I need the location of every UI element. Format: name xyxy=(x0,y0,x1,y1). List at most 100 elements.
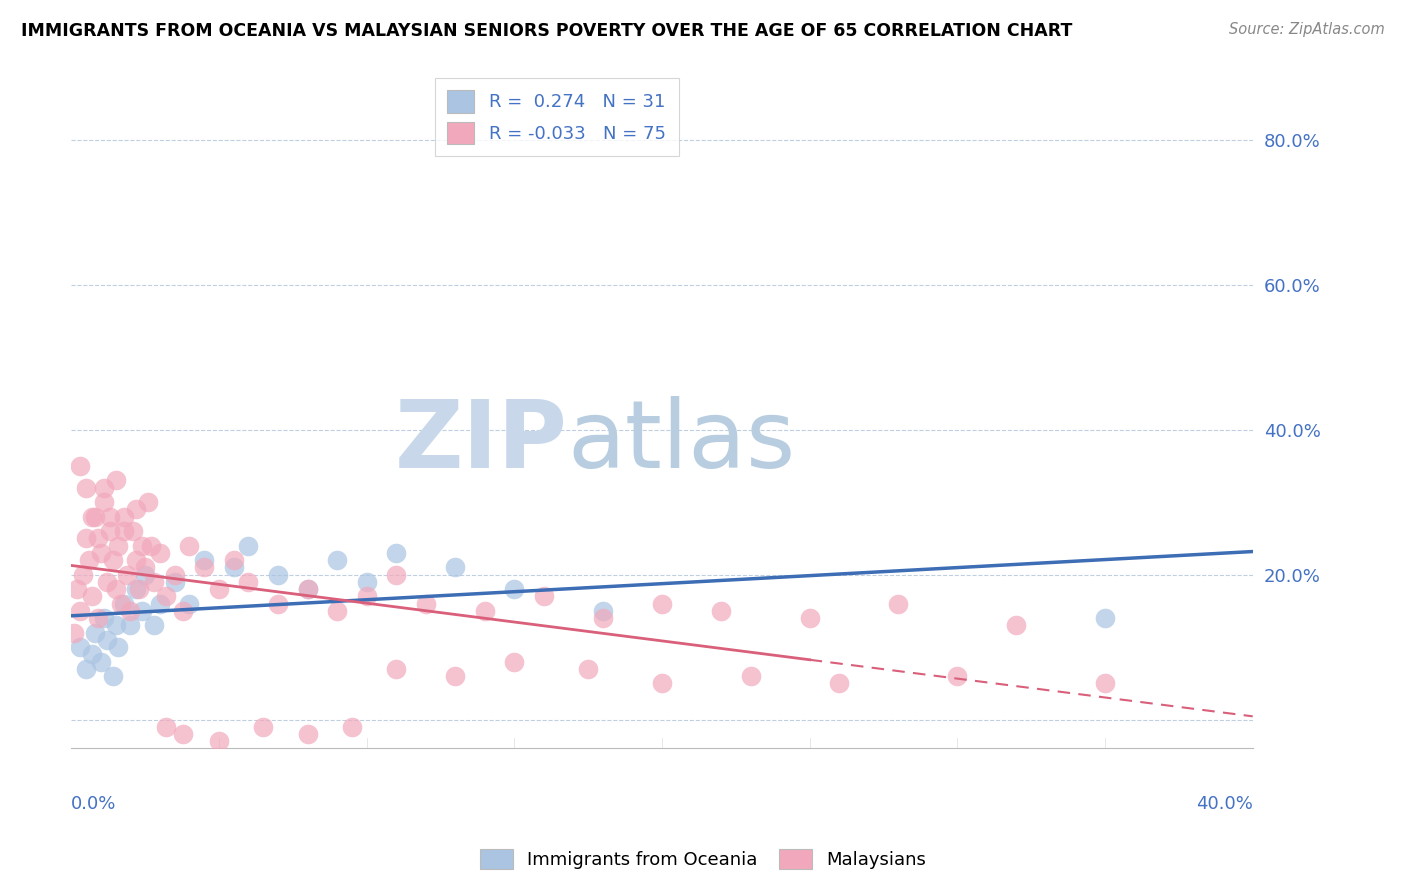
Point xyxy=(297,582,319,596)
Point xyxy=(415,597,437,611)
Point xyxy=(385,546,408,560)
Point xyxy=(356,590,378,604)
Point xyxy=(222,560,245,574)
Point xyxy=(104,618,127,632)
Point xyxy=(112,524,135,539)
Point xyxy=(474,604,496,618)
Point xyxy=(107,640,129,654)
Point xyxy=(83,625,105,640)
Point xyxy=(75,532,97,546)
Point xyxy=(120,604,142,618)
Point xyxy=(107,539,129,553)
Point xyxy=(163,574,186,589)
Point xyxy=(134,567,156,582)
Point xyxy=(740,669,762,683)
Point xyxy=(96,574,118,589)
Point xyxy=(946,669,969,683)
Point xyxy=(142,618,165,632)
Point xyxy=(155,720,177,734)
Point xyxy=(125,502,148,516)
Point xyxy=(93,481,115,495)
Point xyxy=(533,590,555,604)
Point xyxy=(193,553,215,567)
Point xyxy=(77,553,100,567)
Point xyxy=(101,553,124,567)
Point xyxy=(651,597,673,611)
Text: atlas: atlas xyxy=(568,396,796,488)
Point xyxy=(710,604,733,618)
Point xyxy=(80,509,103,524)
Point xyxy=(87,532,110,546)
Point xyxy=(98,509,121,524)
Point xyxy=(112,597,135,611)
Point xyxy=(503,655,526,669)
Point xyxy=(828,676,851,690)
Point xyxy=(155,590,177,604)
Point xyxy=(66,582,89,596)
Point xyxy=(98,524,121,539)
Point xyxy=(72,567,94,582)
Point xyxy=(326,604,349,618)
Point xyxy=(104,582,127,596)
Point xyxy=(69,458,91,473)
Point xyxy=(128,582,150,596)
Text: IMMIGRANTS FROM OCEANIA VS MALAYSIAN SENIORS POVERTY OVER THE AGE OF 65 CORRELAT: IMMIGRANTS FROM OCEANIA VS MALAYSIAN SEN… xyxy=(21,22,1073,40)
Point xyxy=(592,604,614,618)
Point xyxy=(136,495,159,509)
Point xyxy=(112,509,135,524)
Point xyxy=(125,582,148,596)
Point xyxy=(125,553,148,567)
Point xyxy=(592,611,614,625)
Point xyxy=(69,604,91,618)
Point xyxy=(93,495,115,509)
Point xyxy=(179,539,201,553)
Point xyxy=(576,662,599,676)
Point xyxy=(96,632,118,647)
Point xyxy=(267,597,290,611)
Point xyxy=(385,662,408,676)
Point xyxy=(101,669,124,683)
Point xyxy=(163,567,186,582)
Point xyxy=(122,524,145,539)
Point xyxy=(63,625,86,640)
Point xyxy=(887,597,910,611)
Point xyxy=(80,590,103,604)
Point xyxy=(69,640,91,654)
Point xyxy=(139,539,162,553)
Point xyxy=(208,734,231,748)
Point xyxy=(87,611,110,625)
Point xyxy=(385,567,408,582)
Point xyxy=(356,574,378,589)
Legend: R =  0.274   N = 31, R = -0.033   N = 75: R = 0.274 N = 31, R = -0.033 N = 75 xyxy=(434,78,679,156)
Point xyxy=(1094,611,1116,625)
Point xyxy=(179,597,201,611)
Point xyxy=(651,676,673,690)
Point xyxy=(131,604,153,618)
Point xyxy=(75,662,97,676)
Point xyxy=(297,582,319,596)
Point xyxy=(93,611,115,625)
Point xyxy=(340,720,363,734)
Point xyxy=(252,720,274,734)
Point xyxy=(131,539,153,553)
Point xyxy=(110,597,132,611)
Text: Source: ZipAtlas.com: Source: ZipAtlas.com xyxy=(1229,22,1385,37)
Legend: Immigrants from Oceania, Malaysians: Immigrants from Oceania, Malaysians xyxy=(471,839,935,879)
Point xyxy=(444,560,467,574)
Text: 40.0%: 40.0% xyxy=(1197,795,1253,814)
Point xyxy=(80,648,103,662)
Point xyxy=(90,546,112,560)
Point xyxy=(238,574,260,589)
Text: ZIP: ZIP xyxy=(395,396,568,488)
Point xyxy=(1005,618,1028,632)
Point xyxy=(149,546,172,560)
Point xyxy=(134,560,156,574)
Point xyxy=(104,474,127,488)
Point xyxy=(75,481,97,495)
Point xyxy=(117,567,139,582)
Point xyxy=(120,618,142,632)
Point xyxy=(238,539,260,553)
Point xyxy=(267,567,290,582)
Point xyxy=(503,582,526,596)
Point xyxy=(172,604,194,618)
